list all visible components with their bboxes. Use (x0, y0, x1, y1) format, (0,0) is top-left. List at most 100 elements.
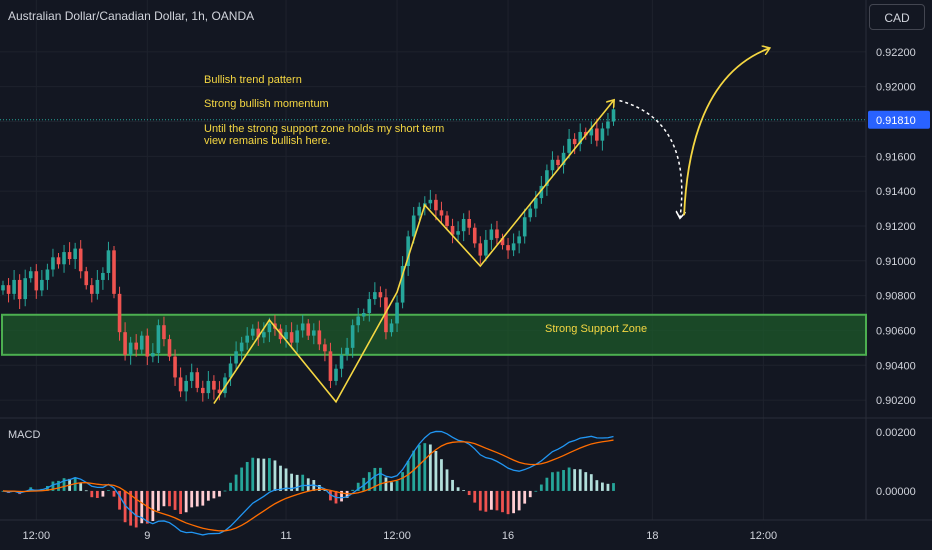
macd-histogram-bar (545, 477, 549, 491)
candle-body (406, 236, 410, 267)
currency-button[interactable]: CAD (869, 4, 925, 30)
candle-body (500, 238, 505, 246)
candle (312, 323, 316, 345)
candle (567, 128, 571, 159)
signal-line (2, 439, 614, 532)
macd-histogram-bar (551, 472, 554, 491)
macd-histogram-bar (490, 490, 493, 510)
candle (40, 270, 44, 297)
macd-histogram-bar (107, 490, 110, 491)
macd-histogram-bar (173, 490, 177, 510)
candle (245, 327, 249, 350)
candle (206, 370, 211, 399)
macd-histogram-bar (467, 490, 471, 496)
macd-histogram-bar (539, 484, 543, 491)
candle (323, 338, 327, 362)
macd-histogram-bar (423, 443, 427, 491)
macd-histogram-bar (240, 467, 244, 491)
candle (162, 316, 166, 347)
candle (239, 336, 244, 362)
candle-body (51, 257, 55, 270)
candle-body (384, 297, 388, 333)
candle (156, 319, 161, 363)
candle (572, 133, 577, 155)
macd-histogram-bar (245, 461, 249, 491)
candle (223, 373, 227, 398)
macd-histogram-bar (306, 478, 310, 491)
candle (478, 236, 483, 265)
macd-histogram-bar (523, 490, 527, 504)
macd-histogram-bar (51, 481, 55, 491)
candle-body (534, 198, 538, 209)
candle (106, 241, 111, 281)
macd-histogram-bar (495, 490, 499, 511)
candle-body (411, 215, 416, 237)
candle (228, 356, 233, 386)
candle (406, 230, 410, 276)
candle (550, 151, 555, 178)
macd-histogram-bar (589, 474, 593, 491)
candle (73, 242, 77, 269)
price-tick-label: 0.92200 (876, 47, 916, 59)
candle-body (228, 363, 233, 378)
candle (472, 223, 477, 248)
candle (267, 317, 272, 343)
annotation-support-view: Until the strong support zone holds my s… (204, 123, 445, 147)
candle-body (145, 335, 150, 357)
candle-body (378, 292, 383, 298)
candle-body (306, 323, 311, 336)
candle (400, 256, 405, 309)
candle (117, 286, 122, 341)
candle-body (156, 325, 161, 354)
candle-body (128, 342, 133, 355)
candle-body (445, 215, 449, 226)
candle-body (239, 342, 244, 352)
candle-body (234, 351, 238, 364)
price-tick-label: 0.90600 (876, 325, 916, 337)
macd-histogram-bar (606, 483, 610, 491)
macd-histogram-bar (595, 480, 599, 491)
candle-body (489, 229, 494, 240)
macd-histogram-bar (601, 482, 604, 491)
candle-body (373, 292, 377, 300)
candle-body (151, 353, 155, 357)
candle (556, 155, 560, 170)
candle (306, 319, 311, 341)
candle (189, 363, 194, 389)
candle-body (78, 248, 83, 272)
macd-histogram-bar (395, 480, 399, 491)
candle (561, 145, 566, 174)
price-tick-label: 0.91200 (876, 221, 916, 233)
candle-body (339, 354, 344, 369)
candle-body (606, 121, 610, 129)
candle-body (73, 248, 77, 260)
candle (545, 164, 549, 196)
candle-body (356, 316, 360, 326)
macd-histogram (1, 443, 615, 528)
macd-histogram-bar (201, 490, 205, 506)
macd-histogram-bar (184, 490, 188, 513)
candle (173, 349, 177, 386)
candle-body (300, 323, 305, 331)
candle (123, 322, 127, 361)
macd-histogram-bar (273, 460, 277, 491)
candle-body (6, 285, 11, 294)
candle-body (28, 271, 33, 279)
candle-body (284, 332, 288, 340)
macd-histogram-bar (157, 490, 160, 511)
candle (145, 328, 150, 366)
candle (295, 324, 299, 353)
candle-body (478, 243, 483, 256)
macd-tick-label: 0.00200 (876, 427, 916, 439)
candle-body (34, 271, 39, 291)
candle-body (45, 269, 50, 280)
candle-body (450, 225, 455, 235)
candle (84, 266, 89, 290)
macd-histogram-bar (140, 490, 144, 524)
candle-body (184, 380, 188, 392)
candle (128, 336, 133, 365)
candle (67, 242, 72, 265)
macd-histogram-bar (428, 444, 432, 491)
candle-body (428, 199, 433, 204)
